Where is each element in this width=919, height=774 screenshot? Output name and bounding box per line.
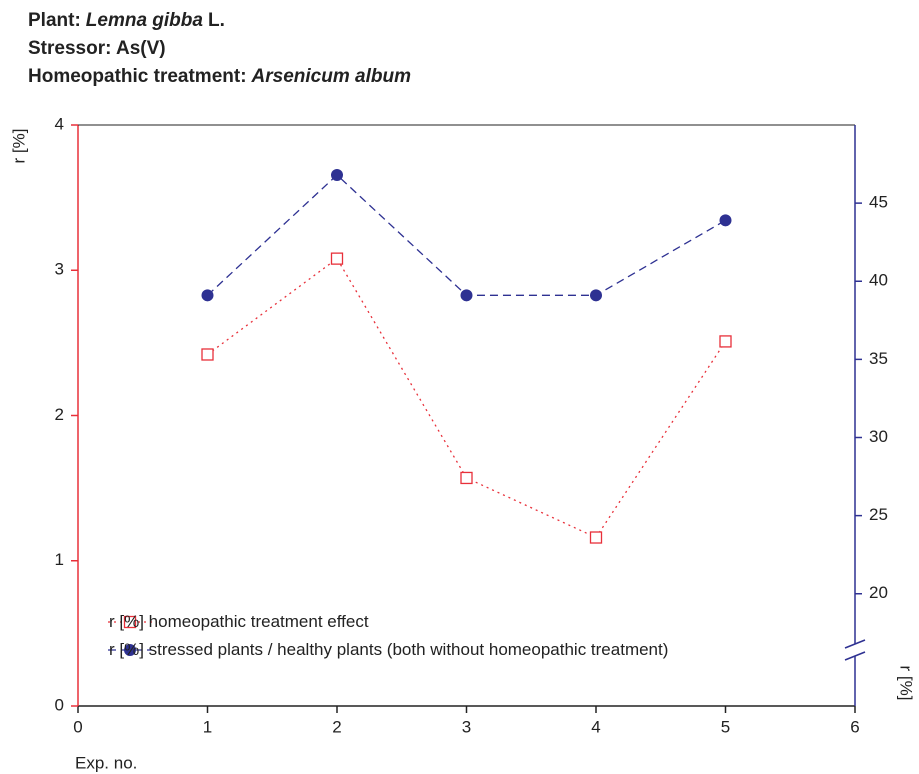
- title-part: Plant:: [28, 10, 81, 31]
- y2-tick-label: 45: [869, 193, 888, 212]
- marker: [330, 252, 344, 265]
- series-line: [207, 174, 726, 296]
- legend-label: r [%] homeopathic treatment effect: [109, 612, 369, 631]
- legend-entry: r [%] stressed plants / healthy plants (…: [109, 640, 669, 659]
- x-tick-label: 3: [462, 717, 471, 736]
- marker: [719, 214, 732, 227]
- y-axis-label: r [%]: [9, 129, 28, 164]
- title-line: Plant: Lemna gibba L.: [28, 10, 225, 31]
- title-part: Stressor: As(V): [28, 38, 166, 59]
- x-tick-label: 1: [203, 717, 212, 736]
- y2-tick-label: 25: [869, 505, 888, 524]
- title-part: Lemna gibba: [86, 10, 204, 31]
- legend-marker: [124, 644, 136, 656]
- legend-marker: [123, 615, 137, 629]
- x-tick-label: 6: [850, 717, 859, 736]
- x-tick-label: 4: [591, 717, 600, 736]
- x-tick-label: 2: [332, 717, 341, 736]
- title-part: Arsenicum album: [251, 66, 412, 87]
- marker: [460, 289, 473, 302]
- y2-tick-label: 35: [869, 349, 888, 368]
- y-tick-label: 2: [55, 405, 64, 424]
- title-line: Homeopathic treatment: Arsenicum album: [28, 66, 411, 87]
- marker: [331, 169, 343, 181]
- marker: [719, 335, 732, 348]
- x-axis-label: Exp. no.: [75, 753, 137, 772]
- title-part: Homeopathic treatment:: [28, 66, 247, 87]
- y-tick-label: 4: [55, 114, 64, 133]
- title-line: Stressor: As(V): [28, 38, 166, 59]
- marker: [460, 471, 473, 485]
- y-tick-label: 0: [55, 695, 64, 714]
- y2-tick-label: 40: [869, 271, 888, 290]
- legend-label: r [%] stressed plants / healthy plants (…: [109, 640, 669, 659]
- axis-break: [844, 639, 866, 649]
- marker: [201, 289, 214, 302]
- x-tick-label: 0: [73, 717, 82, 736]
- axis-break: [844, 651, 866, 661]
- y2-tick-label: 30: [869, 427, 888, 446]
- x-tick-label: 5: [721, 717, 730, 736]
- marker: [590, 289, 602, 302]
- marker: [589, 531, 603, 544]
- y-tick-label: 1: [55, 550, 64, 569]
- y-tick-label: 3: [55, 260, 64, 279]
- y2-tick-label: 20: [869, 583, 888, 602]
- title-part: L.: [208, 10, 225, 31]
- legend-entry: r [%] homeopathic treatment effect: [109, 612, 369, 631]
- marker: [201, 348, 214, 361]
- y2-axis-label: r [%]: [897, 666, 916, 701]
